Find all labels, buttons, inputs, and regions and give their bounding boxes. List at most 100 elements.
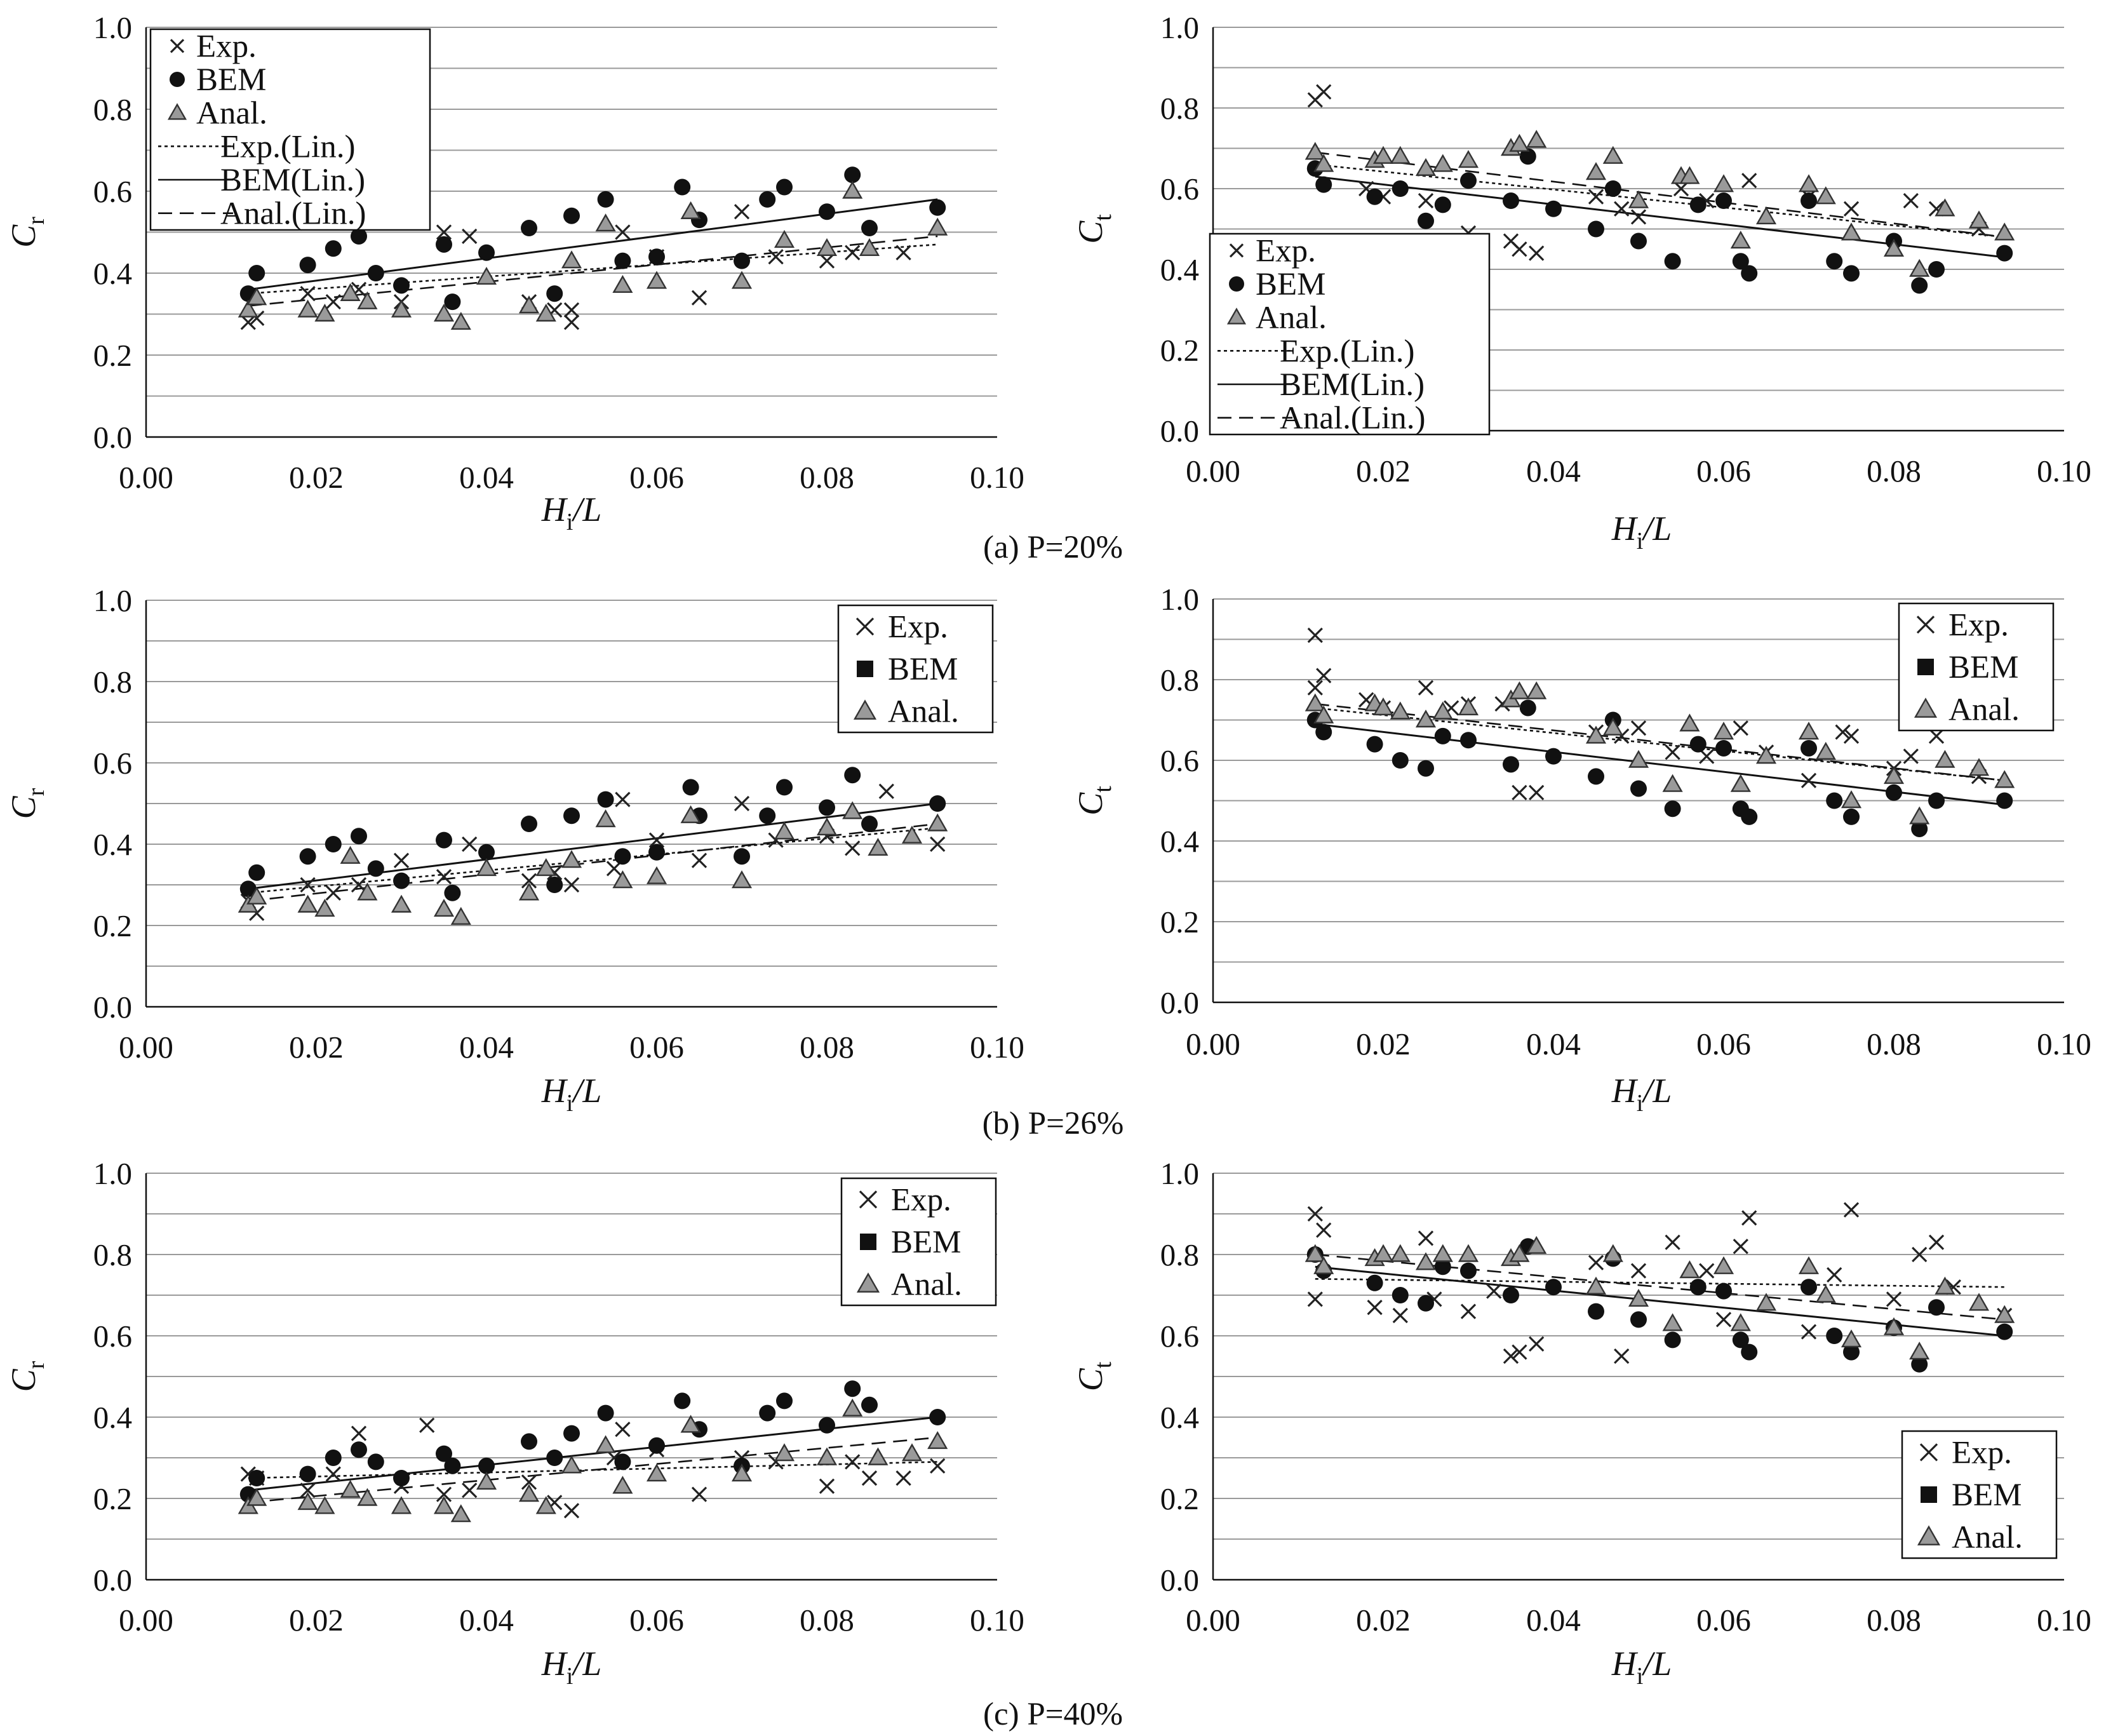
y-tick-label: 0.4 — [93, 827, 132, 862]
point-x — [1512, 241, 1527, 257]
x-axis-title: Hi/L — [541, 490, 602, 535]
y-tick-label: 1.0 — [93, 583, 132, 618]
point-triangle — [1415, 158, 1437, 176]
x-tick-label: 0.10 — [970, 1603, 1024, 1638]
point-triangle — [1432, 701, 1453, 720]
legend-marker-x — [855, 617, 875, 636]
point-triangle — [1815, 1284, 1836, 1303]
legend-marker-x — [1919, 1443, 1938, 1462]
point-circle — [759, 1404, 776, 1422]
point-triangle — [314, 304, 335, 322]
point-x — [240, 314, 256, 330]
point-triangle — [1628, 190, 1649, 208]
point-triangle — [340, 283, 361, 301]
point-x — [895, 245, 911, 260]
legend-label: BEM(Lin.) — [220, 163, 365, 198]
point-triangle — [1968, 210, 1990, 229]
point-circle — [521, 816, 537, 832]
point-triangle — [680, 201, 701, 219]
legend-marker-triangle — [1914, 697, 1938, 718]
point-circle — [597, 791, 614, 808]
point-x — [1503, 1348, 1519, 1364]
x-tick-label: 0.08 — [1867, 1603, 1921, 1638]
point-x — [930, 836, 946, 852]
legend-marker-circle — [1229, 276, 1244, 292]
point-triangle — [1305, 693, 1325, 711]
point-circle — [546, 1450, 563, 1466]
y-tick-label: 1.0 — [1160, 1156, 1199, 1191]
legend-marker-square — [860, 1234, 876, 1250]
point-circle — [1843, 808, 1860, 825]
y-tick-label: 0.0 — [1160, 985, 1199, 1020]
point-triangle — [535, 304, 556, 322]
point-circle — [1545, 748, 1562, 765]
point-x — [1418, 1230, 1434, 1246]
point-triangle — [1432, 154, 1453, 172]
point-circle — [819, 1416, 835, 1434]
point-x — [1665, 744, 1680, 760]
point-circle — [1801, 1279, 1817, 1296]
x-tick-label: 0.06 — [629, 460, 684, 495]
point-triangle — [561, 1455, 582, 1474]
point-triangle — [1815, 186, 1836, 205]
point-x — [521, 1474, 537, 1490]
point-triangle — [1415, 1252, 1437, 1270]
point-circle — [1434, 196, 1451, 213]
legend-label: BEM — [1952, 1477, 2022, 1513]
point-circle — [929, 1409, 946, 1425]
point-circle — [1588, 768, 1604, 785]
y-tick-label: 0.2 — [1160, 905, 1199, 939]
point-triangle — [1628, 750, 1649, 768]
legend-marker-x — [859, 1190, 878, 1209]
point-triangle — [1909, 259, 1930, 277]
point-x — [1733, 720, 1748, 736]
point-x — [1801, 772, 1817, 788]
point-circle — [478, 844, 495, 861]
point-circle — [436, 236, 452, 253]
point-x — [1588, 189, 1604, 205]
y-axis-title: Ct — [1071, 1361, 1117, 1391]
point-circle — [239, 880, 257, 898]
point-circle — [1392, 1287, 1409, 1303]
point-x — [351, 1425, 367, 1441]
y-tick-label: 1.0 — [1160, 582, 1199, 617]
point-circle — [614, 848, 631, 865]
point-x — [1529, 1336, 1545, 1352]
point-triangle — [731, 271, 753, 289]
point-triangle — [731, 1463, 753, 1482]
point-triangle — [1713, 1256, 1734, 1274]
point-circle — [614, 252, 631, 269]
legend-label: Exp. — [1256, 233, 1316, 269]
point-circle — [436, 831, 452, 849]
point-circle — [759, 807, 776, 824]
x-tick-label: 0.04 — [1526, 1603, 1581, 1638]
point-circle — [674, 1392, 691, 1410]
point-triangle — [680, 805, 701, 823]
point-circle — [299, 848, 316, 865]
point-x — [1903, 748, 1919, 764]
x-tick-label: 0.02 — [289, 1603, 344, 1638]
point-x — [1307, 628, 1323, 643]
point-circle — [1715, 739, 1732, 757]
point-triangle — [612, 870, 633, 889]
y-tick-label: 0.2 — [93, 908, 132, 943]
point-circle — [1826, 253, 1843, 270]
point-triangle — [1968, 758, 1990, 776]
point-triangle — [1994, 1305, 2015, 1323]
point-triangle — [1313, 705, 1334, 723]
point-x — [1614, 1348, 1630, 1364]
point-triangle — [391, 894, 412, 913]
point-triangle — [433, 304, 455, 322]
point-circle — [1689, 1279, 1707, 1296]
point-circle — [563, 1425, 580, 1442]
point-triangle — [1390, 145, 1411, 164]
point-triangle — [1628, 1288, 1649, 1307]
point-triangle — [816, 238, 838, 256]
point-x — [1912, 1246, 1928, 1263]
point-circle — [844, 767, 861, 784]
point-circle — [1392, 752, 1409, 769]
point-circle — [1366, 1274, 1383, 1291]
point-triangle — [1755, 206, 1777, 225]
y-tick-label: 0.0 — [93, 990, 132, 1025]
legend-label: Exp. — [1948, 607, 2009, 643]
